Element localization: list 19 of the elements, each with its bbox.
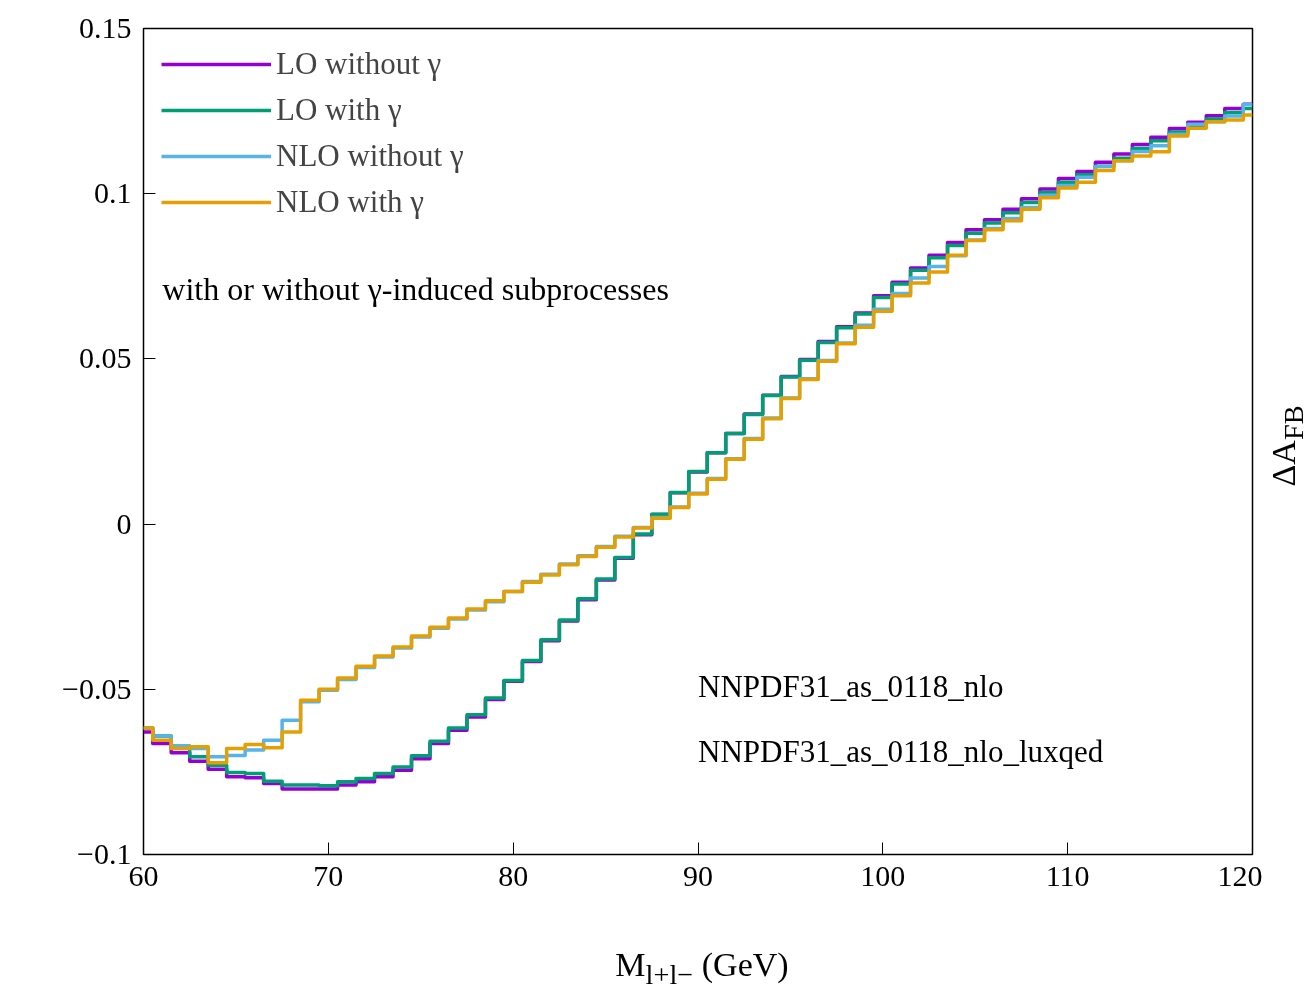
y-tick-label: 0.1 xyxy=(94,176,132,210)
legend-label: LO without γ xyxy=(276,46,442,82)
x-tick-label: 70 xyxy=(313,858,344,892)
annotation: NNPDF31_as_0118_nlo xyxy=(698,669,1004,705)
y-tick-label: −0.05 xyxy=(62,671,132,705)
x-tick-label: 120 xyxy=(1217,858,1263,892)
x-tick-label: 100 xyxy=(860,858,906,892)
y-tick-label: 0 xyxy=(116,506,132,540)
legend-label: NLO with γ xyxy=(276,184,425,220)
y-tick-label: 0.05 xyxy=(79,341,132,375)
y-tick-label: 0.15 xyxy=(79,11,132,44)
x-tick-label: 110 xyxy=(1045,858,1090,892)
annotation: NNPDF31_as_0118_nlo_luxqed xyxy=(698,733,1104,769)
legend-label: NLO without γ xyxy=(276,138,464,174)
annotation: with or without γ-induced subprocesses xyxy=(162,270,669,307)
legend-label: LO with γ xyxy=(276,92,402,128)
x-axis-title: M$_{l+l−}$ (GeV) xyxy=(615,945,789,989)
x-tick-label: 80 xyxy=(498,858,529,892)
x-tick-label: 90 xyxy=(683,858,713,892)
